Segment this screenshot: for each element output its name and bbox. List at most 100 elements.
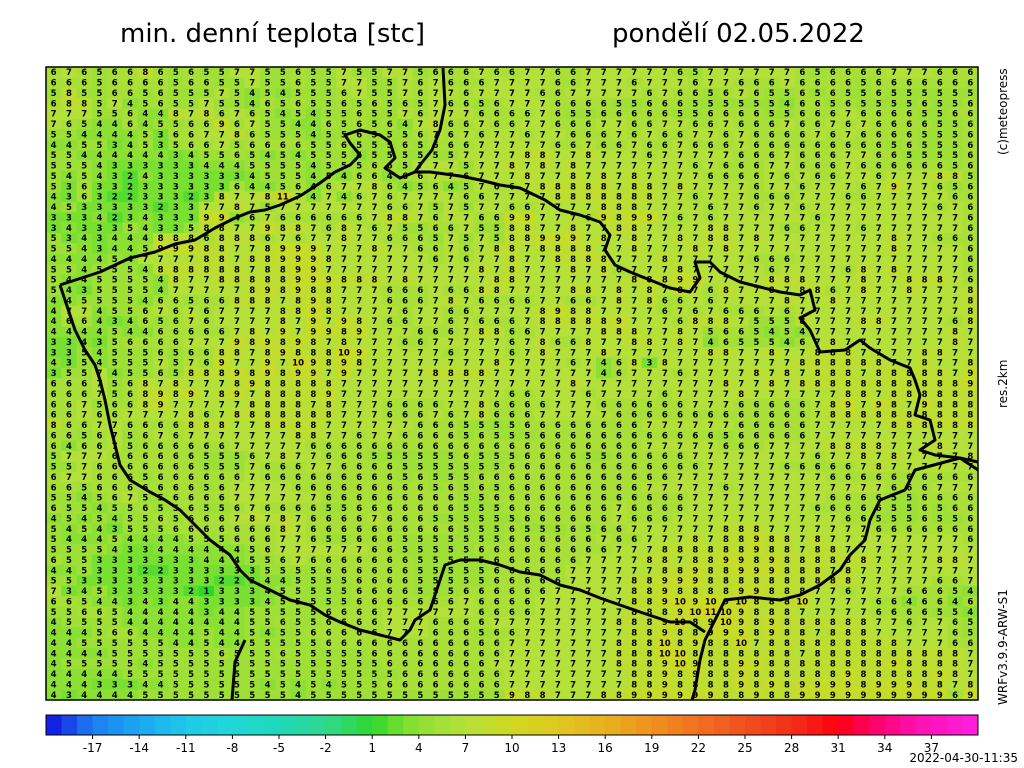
grid-cell [107, 212, 123, 224]
grid-cell [46, 201, 62, 213]
grid-value: 4 [310, 172, 316, 182]
grid-value: 6 [463, 255, 469, 265]
grid-value: 6 [738, 151, 744, 161]
grid-cell [458, 67, 475, 78]
grid-cell [244, 201, 261, 213]
grid-cell [351, 160, 368, 172]
grid-cell [214, 150, 230, 161]
grid-value: 6 [81, 68, 87, 78]
grid-cell [825, 77, 841, 89]
grid-value: 5 [616, 99, 622, 109]
grid-value: 5 [356, 99, 362, 109]
grid-cell [596, 77, 612, 89]
grid-cell [947, 67, 964, 78]
grid-value: 8 [601, 255, 607, 265]
grid-cell [290, 67, 307, 78]
grid-cell [412, 191, 429, 203]
grid-cell [733, 201, 750, 213]
grid-cell [565, 150, 582, 161]
grid-cell [794, 108, 811, 120]
grid-cell [855, 87, 872, 99]
grid-value: 7 [738, 203, 744, 213]
grid-value: 3 [112, 224, 118, 234]
grid-cell [107, 139, 123, 151]
grid-value: 8 [509, 255, 515, 265]
grid-value: 7 [616, 162, 622, 172]
grid-value: 5 [845, 89, 851, 99]
grid-value: 3 [188, 172, 194, 182]
grid-value: 6 [433, 245, 439, 255]
grid-cell [137, 108, 154, 120]
grid-cell [840, 87, 857, 99]
grid-cell [702, 191, 719, 203]
grid-value: 7 [692, 172, 698, 182]
grid-cell [718, 181, 735, 193]
grid-value: 8 [142, 68, 148, 78]
grid-cell [504, 160, 521, 172]
grid-cell [825, 129, 841, 141]
grid-cell [351, 87, 368, 99]
grid-value: 4 [81, 234, 87, 244]
grid-value: 7 [647, 245, 653, 255]
grid-cell [596, 160, 612, 172]
grid-value: 7 [876, 213, 882, 223]
grid-cell [657, 160, 673, 172]
grid-value: 6 [845, 141, 851, 151]
grid-value: 7 [448, 265, 454, 275]
grid-value: 7 [585, 89, 591, 99]
grid-cell [214, 181, 230, 193]
grid-cell [855, 139, 872, 151]
grid-cell [443, 191, 460, 203]
grid-cell [290, 77, 307, 89]
grid-cell [489, 67, 505, 78]
grid-value: 3 [173, 151, 179, 161]
grid-cell [641, 98, 658, 110]
grid-value: 7 [876, 265, 882, 275]
grid-cell [916, 170, 933, 182]
grid-cell [259, 170, 276, 182]
grid-value: 4 [81, 130, 87, 140]
grid-cell [427, 170, 444, 182]
grid-value: 6 [66, 120, 72, 130]
grid-value: 4 [280, 89, 286, 99]
grid-cell [107, 150, 123, 161]
grid-cell [336, 139, 353, 151]
grid-cell [809, 129, 826, 141]
grid-value: 5 [295, 89, 301, 99]
grid-cell [962, 87, 979, 99]
grid-cell [550, 108, 566, 120]
grid-cell [626, 170, 643, 182]
grid-value: 7 [555, 213, 561, 223]
grid-value: 7 [937, 265, 943, 275]
grid-value: 6 [860, 224, 866, 234]
grid-value: 8 [234, 203, 240, 213]
grid-cell [458, 129, 475, 141]
grid-cell [290, 129, 307, 141]
grid-value: 6 [463, 193, 469, 203]
grid-value: 6 [830, 130, 836, 140]
grid-cell [840, 98, 857, 110]
grid-value: 6 [784, 193, 790, 203]
grid-value: 6 [815, 151, 821, 161]
grid-value: 5 [310, 141, 316, 151]
grid-cell [61, 67, 78, 78]
grid-value: 7 [234, 68, 240, 78]
grid-cell [565, 139, 582, 151]
grid-value: 5 [173, 141, 179, 151]
grid-value: 6 [677, 89, 683, 99]
grid-cell [137, 98, 154, 110]
grid-value: 7 [356, 79, 362, 89]
grid-cell [397, 181, 414, 193]
grid-cell [855, 129, 872, 141]
grid-cell [825, 139, 841, 151]
grid-value: 6 [967, 130, 973, 140]
grid-cell [519, 87, 536, 99]
grid-value: 6 [815, 172, 821, 182]
grid-cell [916, 191, 933, 203]
grid-cell [596, 139, 612, 151]
grid-cell [504, 67, 521, 78]
grid-value: 7 [448, 110, 454, 120]
grid-value: 6 [478, 130, 484, 140]
grid-cell [794, 129, 811, 141]
grid-value: 5 [372, 141, 378, 151]
